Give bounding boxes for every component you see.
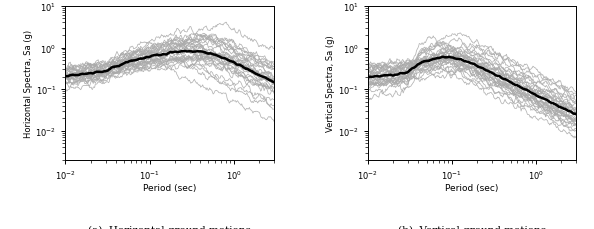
Text: (b)  Vertical ground motions: (b) Vertical ground motions [398,225,546,229]
Text: (a)  Horizontal ground motions: (a) Horizontal ground motions [88,225,251,229]
X-axis label: Period (sec): Period (sec) [446,183,498,192]
Y-axis label: Vertical Spectra, Sa (g): Vertical Spectra, Sa (g) [326,35,335,132]
Y-axis label: Horizontal Spectra, Sa (g): Horizontal Spectra, Sa (g) [24,30,33,137]
X-axis label: Period (sec): Period (sec) [143,183,196,192]
